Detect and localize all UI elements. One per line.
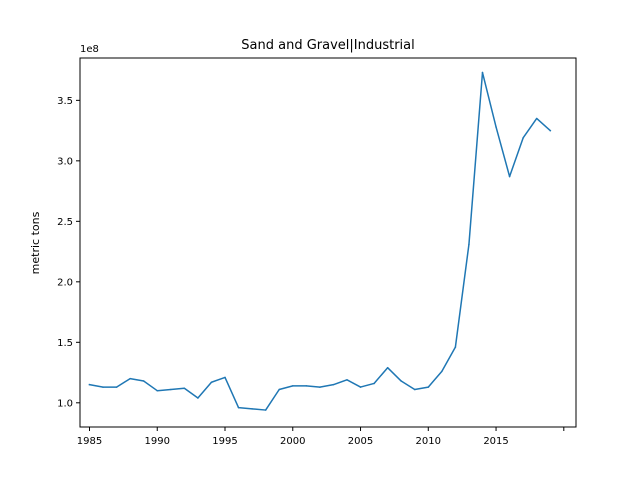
x-axis: 1985 1990 1995 2000 2005 2010 2015: [77, 427, 565, 447]
x-tick-label: 2000: [280, 436, 305, 447]
data-point: [454, 346, 457, 348]
y-tick-label: 1.0: [57, 398, 73, 409]
x-tick-label: 2015: [483, 436, 508, 447]
y-tick-label: 1.5: [57, 338, 73, 349]
data-point: [305, 385, 308, 387]
y-axis-label: metric tons: [29, 211, 42, 274]
y-tick-label: 2.0: [57, 277, 73, 288]
x-tick-label: 2010: [416, 436, 441, 447]
data-point: [413, 388, 416, 391]
y-tick-label: 2.5: [57, 217, 73, 228]
data-point: [373, 382, 375, 385]
data-point: [468, 243, 470, 246]
data-point: [400, 380, 402, 382]
data-point: [170, 388, 172, 391]
data-point: [319, 386, 321, 388]
data-point: [264, 409, 267, 411]
data-point: [332, 383, 335, 386]
y-offset-label: 1e8: [80, 44, 99, 55]
data-point: [427, 386, 430, 388]
data-point: [292, 385, 294, 387]
data-point: [441, 370, 443, 373]
data-point: [522, 137, 524, 139]
data-point: [237, 406, 240, 409]
data-point: [359, 386, 362, 388]
x-tick-label: 1990: [145, 436, 170, 447]
chart-title: Sand and Gravel|Industrial: [241, 38, 414, 53]
data-point: [251, 408, 253, 410]
data-point: [183, 387, 186, 390]
y-tick-label: 3.0: [57, 156, 73, 167]
y-tick-label: 3.5: [57, 96, 73, 107]
plot-area: [88, 71, 552, 411]
data-point: [142, 380, 145, 382]
data-point: [197, 397, 199, 399]
data-point: [481, 71, 484, 74]
y-axis: 1.0 1.5 2.0 2.5 3.0 3.5: [57, 96, 80, 409]
data-point: [549, 129, 552, 132]
data-point: [210, 381, 213, 383]
data-point: [386, 366, 389, 369]
x-tick-label: 1995: [212, 436, 237, 447]
x-tick-label: 2005: [348, 436, 373, 447]
data-point: [495, 126, 497, 128]
data-point: [115, 386, 118, 388]
data-point: [88, 383, 91, 386]
data-point: [224, 376, 226, 379]
data-point: [156, 389, 158, 392]
x-tick-label: 1985: [77, 436, 102, 447]
data-point: [102, 386, 104, 388]
data-point: [535, 117, 538, 120]
data-point: [278, 388, 280, 391]
data-point: [508, 175, 511, 178]
data-point: [129, 377, 131, 380]
data-point: [346, 379, 348, 381]
axes-frame: [79, 57, 577, 428]
